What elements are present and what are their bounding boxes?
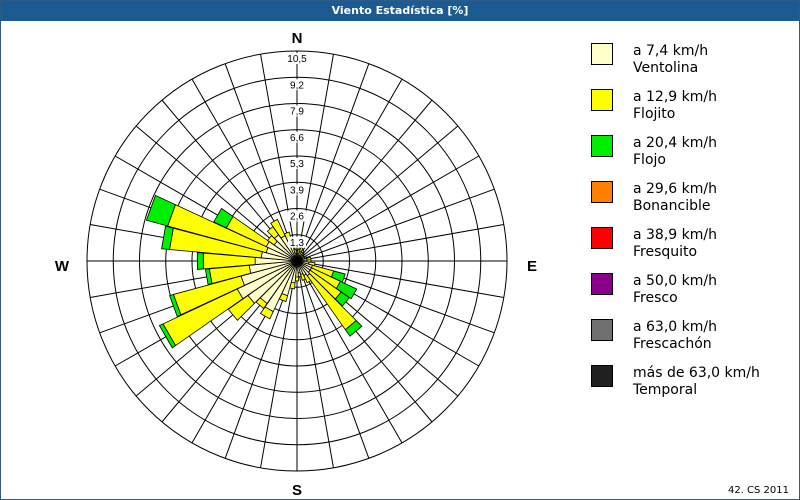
rose-petal-120-bin2 — [335, 280, 358, 300]
grid-spoke — [260, 54, 298, 262]
ring-label-bg — [288, 184, 306, 196]
rose-petal-160-bin1 — [300, 273, 306, 281]
ring-label-bg — [288, 236, 306, 248]
legend-swatch — [591, 181, 613, 203]
legend-name: Fresco — [633, 290, 678, 306]
legend-name: Temporal — [633, 382, 698, 398]
ring-label: 5,3 — [290, 159, 304, 170]
grid-spoke — [296, 54, 334, 262]
legend-range: a 29,6 km/h — [633, 181, 717, 197]
legend-swatch — [591, 135, 613, 157]
legend-swatch — [591, 319, 613, 341]
legend-range: a 20,4 km/h — [633, 135, 717, 151]
legend-swatch — [591, 227, 613, 249]
grid-spoke — [296, 78, 403, 262]
grid-spoke — [260, 260, 298, 468]
legend-name: Fresquito — [633, 244, 698, 260]
ring-label: 9,2 — [290, 80, 304, 91]
ring-label: 3,9 — [290, 185, 304, 196]
legend-name: Bonancible — [633, 198, 711, 214]
grid-spoke — [296, 260, 504, 298]
legend: a 7,4 km/h Ventolina a 12,9 km/h Flojito… — [590, 41, 795, 409]
grid-spoke — [296, 188, 495, 262]
ring-label-bg — [288, 158, 306, 169]
compass-label-east: E — [527, 258, 537, 275]
grid-spoke — [296, 99, 433, 262]
ring-label: 1,3 — [290, 238, 304, 249]
ring-label-bg — [288, 131, 306, 143]
rose-petal-30-bin1 — [300, 249, 305, 254]
grid-spoke — [296, 260, 370, 459]
ring-label-bg — [288, 105, 306, 117]
legend-name: Flojo — [633, 152, 666, 168]
legend-item-fresco: a 50,0 km/h Fresco — [590, 271, 795, 317]
rose-petal-330-bin1 — [270, 218, 286, 239]
compass-label-north: N — [292, 30, 303, 47]
legend-item-frescachon: a 63,0 km/h Frescachón — [590, 317, 795, 363]
wind-rose-chart: N E S W 1,3 2,6 3,9 5,3 6,6 7,9 9,2 10,5 — [55, 30, 537, 499]
legend-swatch — [591, 89, 613, 111]
ring-label-bg — [288, 53, 306, 64]
legend-name: Frescachón — [633, 336, 712, 352]
rose-petal-350-bin1 — [293, 248, 297, 254]
ring-label: 2,6 — [290, 212, 304, 223]
rose-petal-250-bin2 — [169, 293, 182, 318]
rose-petal-270-bin2 — [196, 252, 204, 270]
rose-petal-20-bin1 — [299, 246, 304, 253]
ring-label-bg — [288, 210, 306, 222]
legend-range: a 12,9 km/h — [633, 89, 717, 105]
grid-spoke — [296, 260, 403, 444]
legend-range: más de 63,0 km/h — [633, 365, 760, 381]
ring-label: 6,6 — [290, 133, 304, 144]
legend-name: Flojito — [633, 106, 676, 122]
legend-item-flojito: a 12,9 km/h Flojito — [590, 87, 795, 133]
grid-spoke — [296, 125, 459, 262]
legend-range: a 63,0 km/h — [633, 319, 717, 335]
legend-item-temporal: más de 63,0 km/h Temporal — [590, 363, 795, 409]
grid-spoke — [296, 260, 334, 468]
legend-item-flojo: a 20,4 km/h Flojo — [590, 133, 795, 179]
rose-petal-290-bin2 — [145, 194, 176, 227]
ring-label: 7,9 — [290, 107, 304, 118]
rose-petal-150-bin1 — [303, 273, 312, 284]
legend-range: a 7,4 km/h — [633, 43, 709, 59]
grid-spoke — [296, 224, 504, 262]
compass-label-west: W — [55, 258, 70, 275]
footer-label: 42. CS 2011 — [727, 485, 789, 496]
legend-item-bonancible: a 29,6 km/h Bonancible — [590, 179, 795, 225]
rose-petal-280-bin2 — [161, 225, 174, 250]
rose-petal-40-bin1 — [301, 252, 305, 256]
grid-spoke — [296, 155, 480, 262]
rose-petal-230-bin1 — [227, 295, 256, 321]
legend-swatch — [591, 273, 613, 295]
grid-spoke — [224, 63, 298, 262]
rose-petal-140-bin2 — [344, 320, 363, 337]
ring-label: 10,5 — [287, 54, 307, 65]
rose-petal-210-bin1 — [259, 306, 274, 320]
legend-range: a 50,0 km/h — [633, 273, 717, 289]
rose-petal-240-bin2 — [158, 323, 177, 349]
legend-swatch — [591, 43, 613, 65]
compass-label-south: S — [292, 482, 302, 499]
grid-spoke — [296, 63, 370, 262]
legend-range: a 38,9 km/h — [633, 227, 717, 243]
legend-item-fresquito: a 38,9 km/h Fresquito — [590, 225, 795, 271]
rose-petal-300-bin2 — [213, 207, 234, 229]
legend-name: Ventolina — [633, 60, 699, 76]
legend-item-ventolina: a 7,4 km/h Ventolina — [590, 41, 795, 87]
rose-petal-260-bin2 — [204, 268, 213, 286]
chart-title: Viento Estadística [%] — [1, 1, 799, 21]
ring-label-bg — [288, 79, 306, 91]
legend-swatch — [591, 365, 613, 387]
